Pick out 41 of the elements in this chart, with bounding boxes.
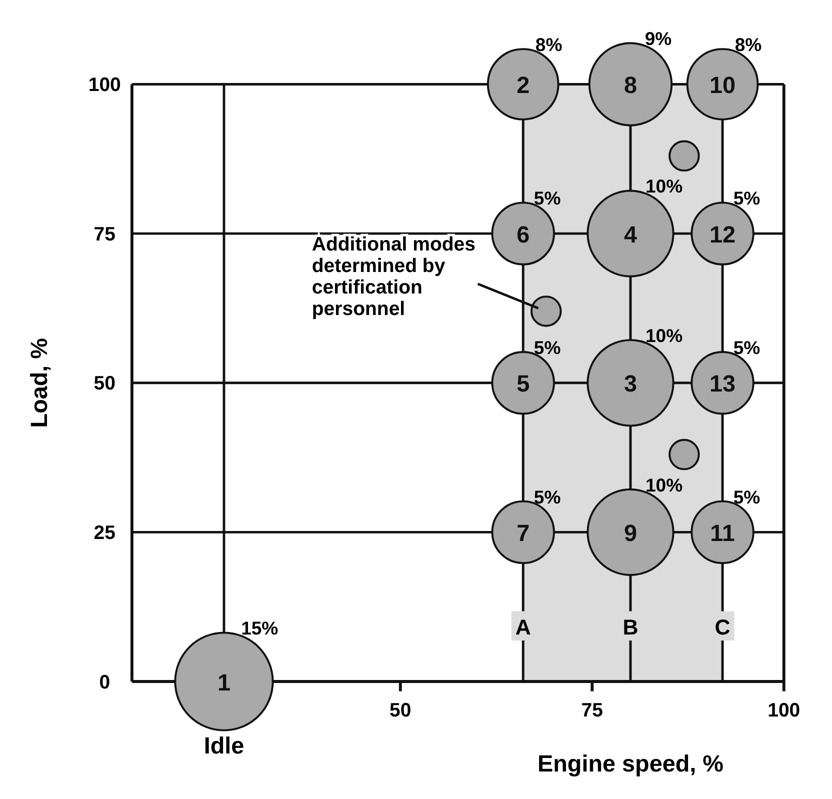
annotation: 11 xyxy=(710,520,735,546)
x-axis-title: Engine speed, % xyxy=(537,750,724,776)
annotation: 13 xyxy=(710,370,736,397)
annotation: Additional modes determined by certification personnel xyxy=(312,234,476,320)
annotation: 9% xyxy=(644,28,672,50)
y-tick-label: 25 xyxy=(94,522,116,544)
annotation: 12 xyxy=(710,221,736,248)
annotation: 1 xyxy=(217,669,230,696)
annotation: 9 xyxy=(624,520,638,546)
annotation: 6 xyxy=(516,221,530,248)
annotation: 10% xyxy=(645,176,683,197)
annotation: 3 xyxy=(624,370,638,397)
annotation: 5% xyxy=(733,188,760,209)
annotation: 15% xyxy=(241,618,278,639)
ref-line-label: B xyxy=(622,616,638,640)
annotation: 2 xyxy=(516,72,530,98)
annotation: 7 xyxy=(516,520,530,546)
annotation: 5 xyxy=(516,370,530,397)
annotation: 8% xyxy=(734,34,762,55)
y-tick-label: 50 xyxy=(94,372,116,395)
ref-line-label: C xyxy=(714,616,730,640)
y-tick-label: 75 xyxy=(94,223,116,246)
annotation: 5% xyxy=(534,336,561,358)
x-tick-label: 100 xyxy=(768,700,800,722)
y-axis-title: Load, % xyxy=(26,338,52,428)
x-tick-label: 50 xyxy=(390,700,412,722)
annotation: 4 xyxy=(624,221,638,248)
ref-line-label: Idle xyxy=(204,732,244,759)
annotation: 8 xyxy=(624,72,638,98)
annotation: 5% xyxy=(733,336,760,358)
annotation: 10% xyxy=(645,474,683,496)
x-tick-label: 75 xyxy=(581,700,604,722)
annotation: 5% xyxy=(534,188,561,209)
annotation: 5% xyxy=(534,486,561,508)
annotation: 10% xyxy=(645,325,683,346)
y-tick-label: 0 xyxy=(99,671,110,694)
annotation: 10 xyxy=(710,72,736,98)
y-tick-label: 100 xyxy=(88,74,122,96)
annotation: 8% xyxy=(535,34,562,55)
ref-line-label: A xyxy=(515,616,531,640)
annotation: 5% xyxy=(733,486,760,508)
